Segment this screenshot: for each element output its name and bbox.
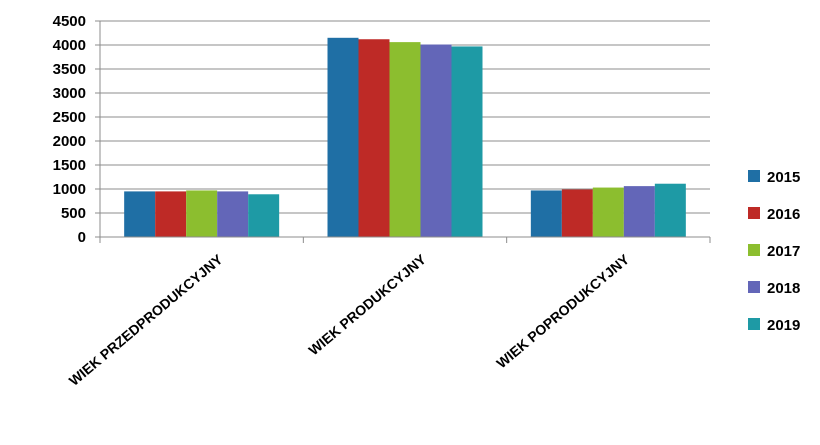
legend-label-2016: 2016: [767, 206, 800, 223]
axes: [95, 20, 711, 243]
bar-2017-1: [186, 190, 218, 237]
legend-swatch-2016: [748, 207, 760, 219]
bar-2018-1: [217, 191, 249, 237]
legend-label-2015: 2015: [767, 169, 800, 186]
y-axis-tick-label: 4500: [53, 13, 86, 30]
bar-2015-1: [124, 191, 156, 237]
x-axis-category-label: WIEK POPRODUKCYJNY: [493, 251, 633, 372]
bar-2018-2: [420, 44, 452, 237]
y-axis-tick-labels: 0 500 1000 1500 2000 2500 3000 3500 4000 4500: [53, 13, 86, 246]
bar-2019-1: [248, 194, 280, 237]
bar-2015-3: [530, 190, 562, 237]
bar-2019-2: [451, 46, 483, 237]
legend-label-2017: 2017: [767, 243, 800, 260]
legend-swatch-2018: [748, 281, 760, 293]
bar-2016-2: [358, 39, 390, 237]
y-axis-tick-label: 1000: [53, 181, 86, 198]
legend-label-2018: 2018: [767, 280, 800, 297]
y-axis-tick-label: 2000: [53, 133, 86, 150]
legend-swatch-2017: [748, 244, 760, 256]
bar-2015-2: [327, 37, 359, 237]
legend: 2015 2016 2017 2018 2019: [748, 169, 800, 334]
legend-swatch-2015: [748, 170, 760, 182]
legend-swatch-2019: [748, 318, 760, 330]
legend-label-2019: 2019: [767, 317, 800, 334]
bar-2016-1: [155, 191, 187, 237]
bar-2018-3: [623, 186, 655, 237]
y-axis-tick-label: 4000: [53, 37, 86, 54]
y-axis-tick-label: 2500: [53, 109, 86, 126]
x-axis-category-label: WIEK PRODUKCYJNY: [305, 251, 429, 359]
x-axis-category-label: WIEK PRZEDPRODUKCYJNY: [66, 251, 226, 389]
y-axis-tick-label: 3500: [53, 61, 86, 78]
bars: [124, 37, 686, 238]
x-axis-category-labels: WIEK PRZEDPRODUKCYJNY WIEK PRODUKCYJNY WIE…: [66, 251, 633, 389]
bar-2017-3: [592, 187, 624, 237]
y-axis-tick-label: 3000: [53, 85, 86, 102]
bar-2019-3: [654, 183, 686, 237]
bar-2016-3: [561, 189, 593, 237]
y-axis-tick-label: 500: [61, 205, 86, 222]
y-axis-tick-label: 1500: [53, 157, 86, 174]
y-axis-tick-label: 0: [78, 229, 86, 246]
bar-2017-2: [389, 42, 421, 238]
